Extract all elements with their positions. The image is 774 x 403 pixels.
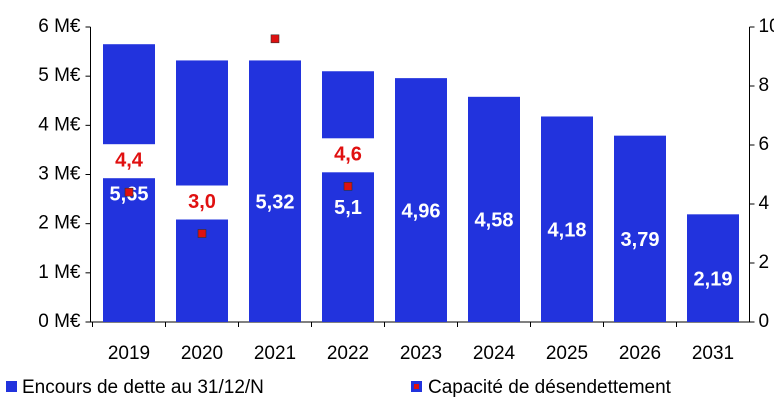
label-box (103, 144, 155, 179)
x-tick-label: 2019 (108, 343, 150, 364)
bar-label: 4,18 (548, 220, 587, 242)
y-tick-label: 3 M€ (38, 164, 81, 185)
legend-label: Encours de dette au 31/12/N (22, 377, 264, 398)
legend-label: Capacité de désendettement (428, 377, 672, 398)
y-tick-label: 5 M€ (38, 65, 81, 86)
y-tick-label: 2 M€ (38, 213, 81, 234)
bar-label: 3,79 (621, 229, 660, 251)
point (197, 229, 207, 238)
bar-label: 5,32 (256, 191, 295, 213)
legend-swatch (414, 384, 419, 389)
y2-tick-label: 2 (759, 252, 770, 273)
y2-tick-label: 6 (759, 134, 770, 155)
legend-swatch (6, 381, 17, 392)
bar (614, 135, 666, 322)
y-tick-label: 4 M€ (38, 114, 81, 135)
bar-label: 4,58 (475, 210, 514, 232)
y-tick-label: 6 M€ (38, 16, 81, 37)
point (124, 187, 134, 197)
bar-label: 5,1 (334, 197, 362, 219)
point-label: 3,0 (188, 191, 216, 213)
y2-tick-label: 10 (759, 16, 774, 37)
bar (468, 96, 520, 322)
point (270, 34, 280, 44)
point-label: 4,4 (115, 149, 144, 171)
x-tick-label: 2021 (254, 343, 296, 364)
y-tick-label: 0 M€ (38, 311, 81, 332)
x-tick-label: 2023 (400, 343, 442, 364)
bar-label: 2,19 (694, 268, 733, 290)
x-tick-label: 2024 (473, 343, 516, 364)
x-tick-label: 2020 (181, 343, 223, 364)
bar (103, 44, 155, 322)
bar (395, 78, 447, 322)
x-tick-label: 2025 (546, 343, 588, 364)
label-box (322, 138, 374, 173)
y2-tick-label: 0 (759, 311, 770, 332)
bar (322, 71, 374, 322)
y2-tick-label: 8 (759, 75, 770, 96)
point (343, 182, 353, 191)
bar (249, 60, 301, 322)
x-tick-label: 2022 (327, 343, 369, 364)
x-tick-label: 2026 (619, 343, 661, 364)
bar-label: 4,96 (402, 200, 441, 222)
bar (687, 214, 739, 322)
point-label: 4,6 (334, 144, 362, 166)
label-box (176, 185, 228, 220)
y-tick-label: 1 M€ (38, 262, 81, 283)
x-tick-label: 2031 (692, 343, 734, 364)
bar (541, 116, 593, 322)
y2-tick-label: 4 (759, 193, 770, 214)
